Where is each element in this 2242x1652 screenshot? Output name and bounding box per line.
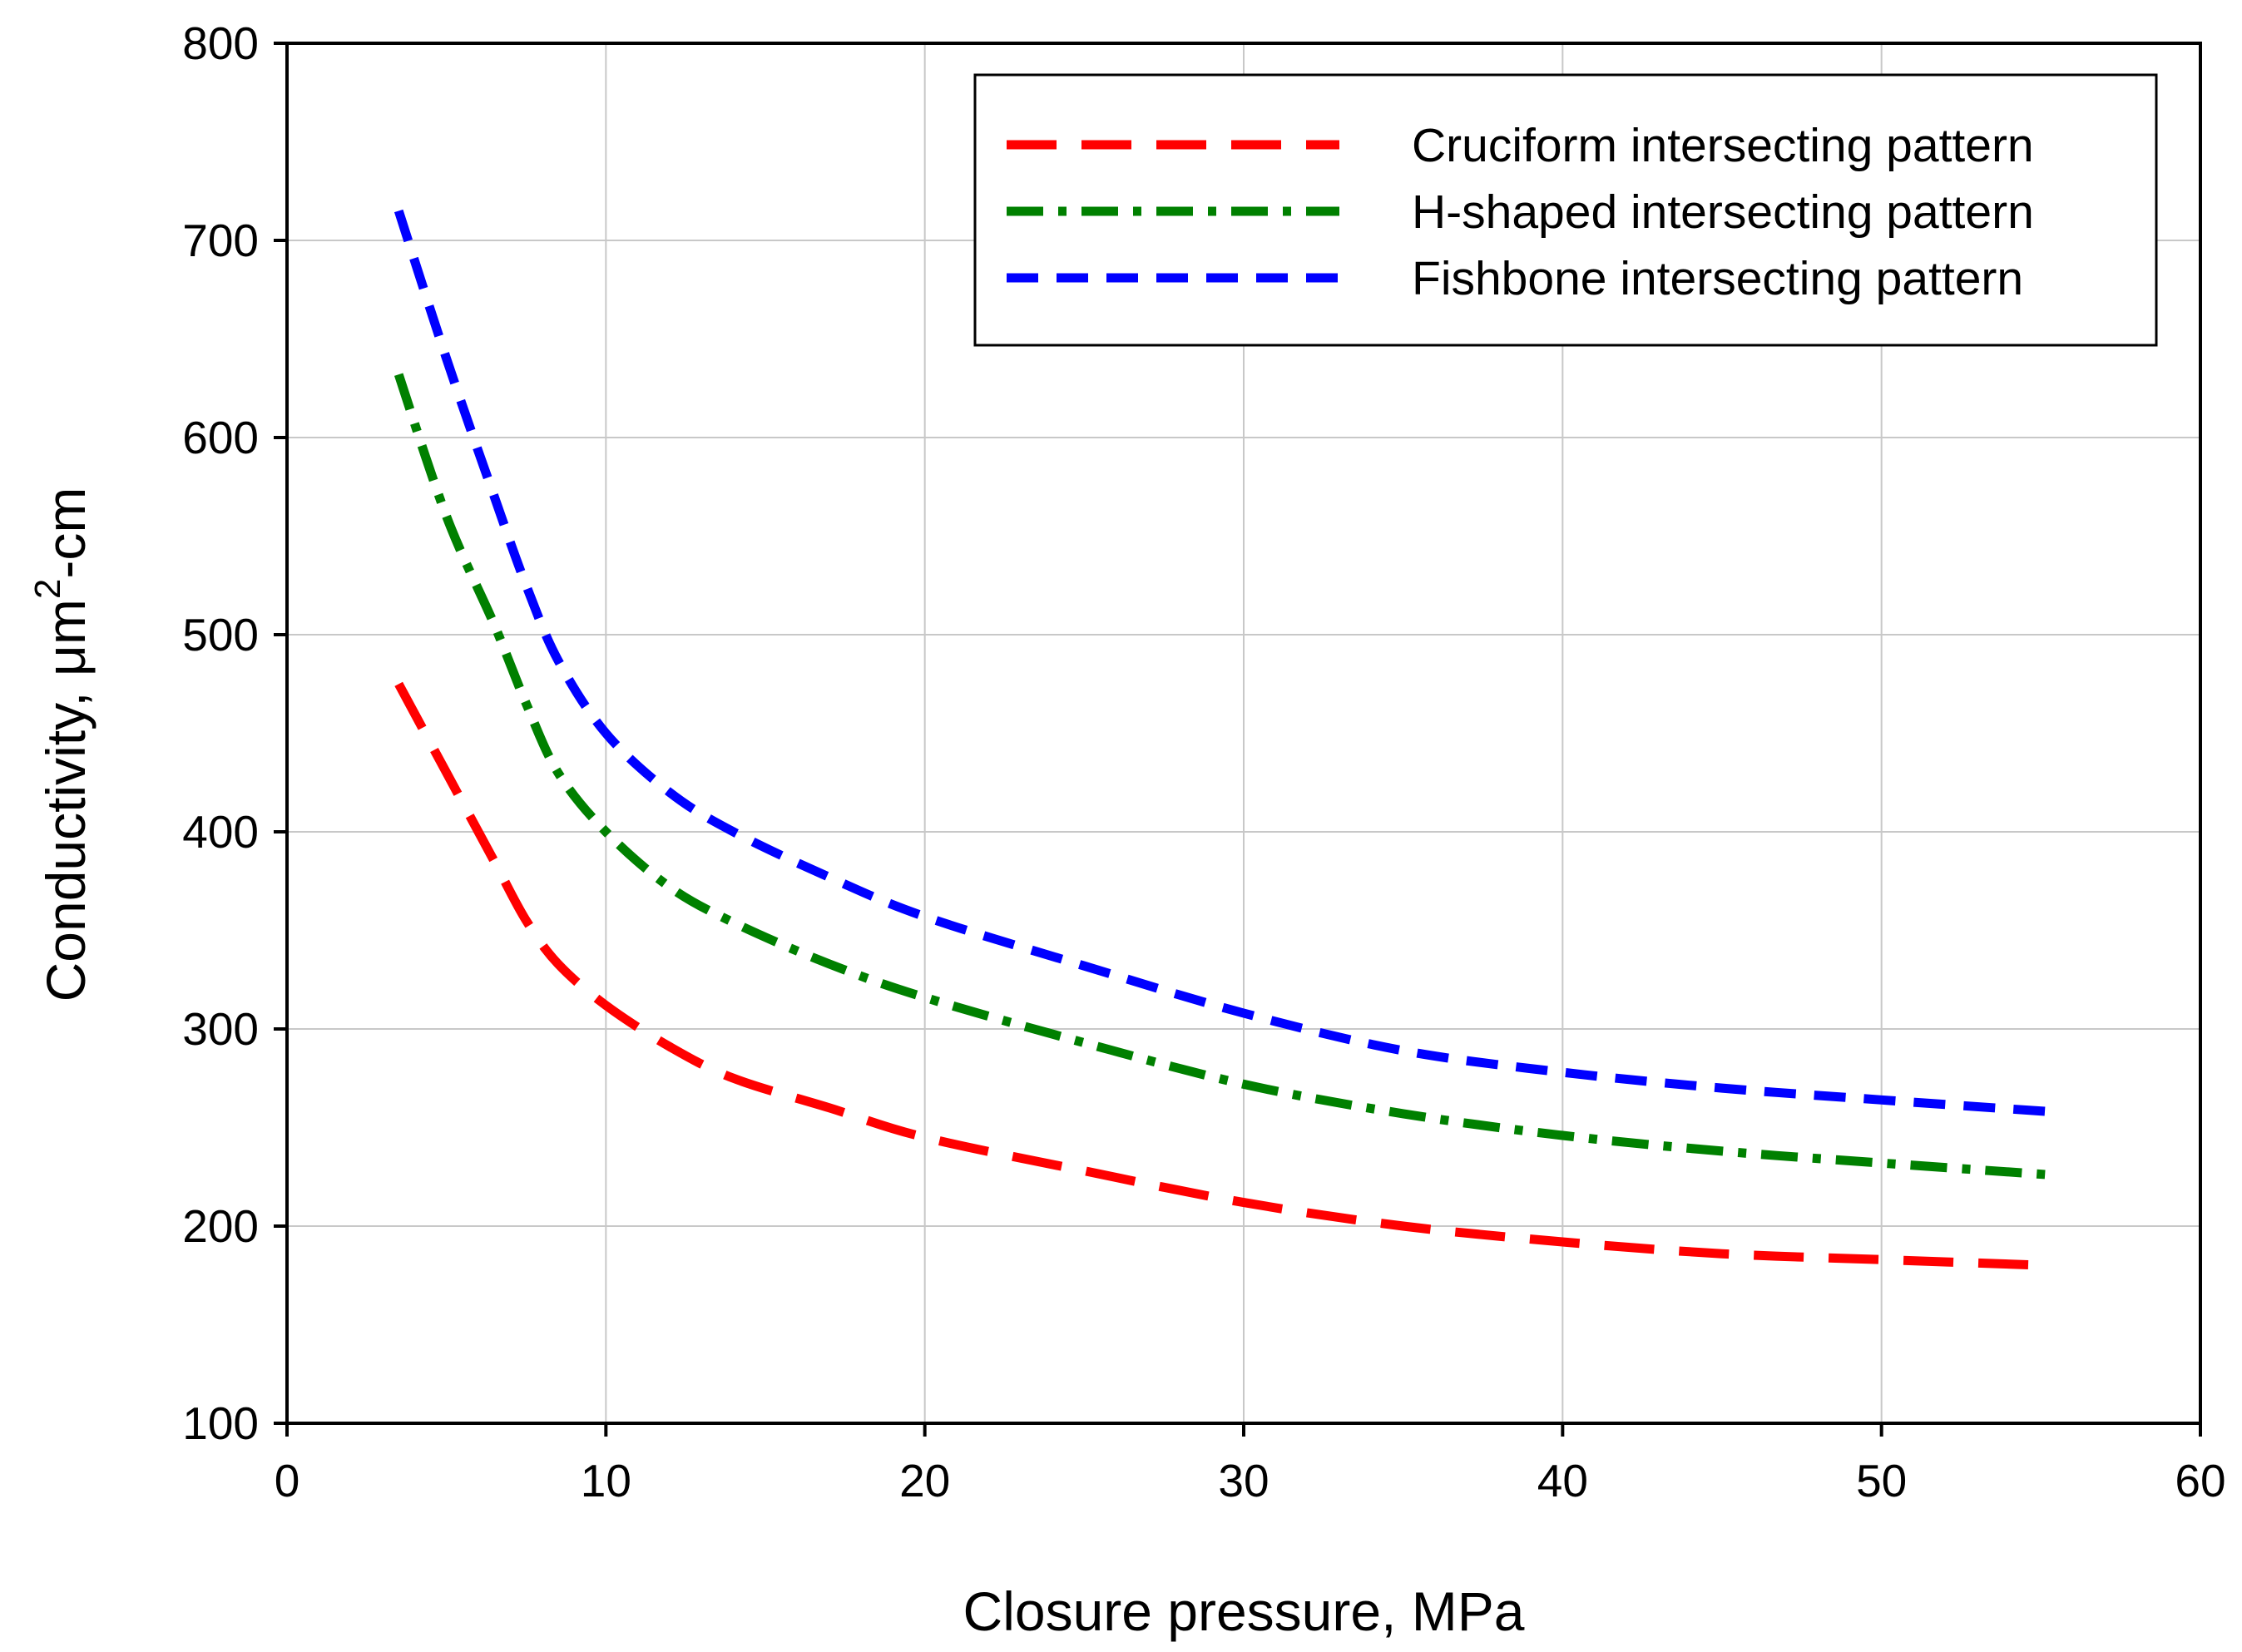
y-tick-label: 100: [182, 1397, 259, 1449]
y-axis-title: Conductivity, μm2-cm: [27, 487, 97, 1002]
y-tick-label: 500: [182, 609, 259, 660]
x-tick-label: 40: [1537, 1455, 1588, 1506]
x-tick-label: 60: [2175, 1455, 2225, 1506]
legend: Cruciform intersecting pattern H-shaped i…: [973, 73, 2158, 347]
y-tick-label: 700: [182, 215, 259, 266]
y-tick-label: 600: [182, 412, 259, 463]
legend-label-1: Cruciform intersecting pattern: [1412, 119, 2034, 172]
series-line-1: [394, 681, 2051, 1270]
x-tick-label: 30: [1218, 1455, 1269, 1506]
y-tick-label: 800: [182, 17, 259, 69]
x-tick-label: 10: [581, 1455, 631, 1506]
y-tick-label: 200: [182, 1200, 259, 1252]
axis-ticks: 0 10 20 30 40 50 60 100 200 300 400 500 600 700 800: [182, 17, 2225, 1506]
x-axis-title: Closure pressure, MPa: [963, 1580, 1525, 1642]
y-axis-title-superscript: 2: [27, 579, 68, 599]
series-line-3: [393, 209, 2051, 1116]
x-tick-label: 0: [275, 1455, 300, 1506]
x-tick-label: 50: [1856, 1455, 1907, 1506]
x-tick-label: 20: [899, 1455, 950, 1506]
series-lines: [393, 209, 2051, 1270]
y-tick-label: 400: [182, 806, 259, 858]
legend-label-2: H-shaped intersecting pattern: [1412, 185, 2034, 239]
series-line-2: [393, 373, 2051, 1180]
y-axis-title-suffix: -cm: [35, 487, 97, 579]
legend-label-3: Fishbone intersecting pattern: [1412, 252, 2023, 305]
y-axis-title-main: Conductivity, μm: [35, 599, 97, 1002]
y-tick-label: 300: [182, 1003, 259, 1055]
legend-items: Cruciform intersecting pattern H-shaped i…: [1007, 119, 2034, 305]
